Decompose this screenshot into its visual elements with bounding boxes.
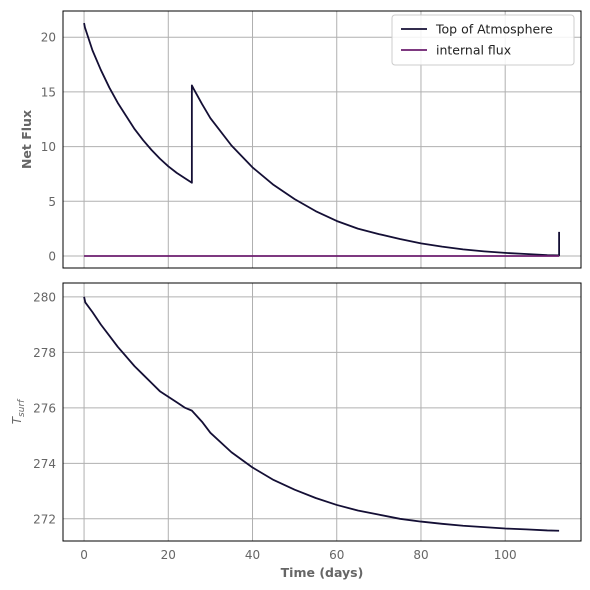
legend-box xyxy=(391,14,575,66)
net-flux-y-tick-label-1: 5 xyxy=(48,195,56,209)
tsurf-axes-frame xyxy=(62,282,582,542)
tsurf-x-tick-label-2: 40 xyxy=(245,548,260,562)
tsurf-series-line-0 xyxy=(83,296,560,532)
tsurf-y-axis-label: Tsurf xyxy=(10,398,27,424)
tsurf-x-tick-label-1: 20 xyxy=(161,548,176,562)
tsurf-y-tick-label-1: 274 xyxy=(33,457,56,471)
net-flux-series-line-0 xyxy=(83,22,560,257)
net-flux-y-axis-label: Net Flux xyxy=(19,110,34,169)
tsurf-y-tick-label-2: 276 xyxy=(33,401,56,415)
tsurf-x-tick-label-4: 80 xyxy=(413,548,428,562)
surface-temperature-panel: 272 274 276 278 280 0 20 40 60 80 100 Time (days) Ts… xyxy=(10,282,582,580)
net-flux-panel: 0 5 10 15 20 Net Flux Top of Atmosphere interna… xyxy=(19,10,582,269)
tsurf-x-tick-label-3: 60 xyxy=(329,548,344,562)
tsurf-x-tick-label-0: 0 xyxy=(80,548,88,562)
tsurf-x-tick-label-5: 100 xyxy=(494,548,517,562)
net-flux-y-tick-label-4: 20 xyxy=(41,31,56,45)
net-flux-y-tick-label-2: 10 xyxy=(41,140,56,154)
tsurf-y-tick-label-4: 280 xyxy=(33,290,56,304)
net-flux-y-tick-label-0: 0 xyxy=(48,249,56,263)
tsurf-y-tick-label-0: 272 xyxy=(33,512,56,526)
tsurf-y-tick-label-3: 278 xyxy=(33,346,56,360)
x-axis-label: Time (days) xyxy=(281,565,364,580)
net-flux-y-tick-label-3: 15 xyxy=(41,85,56,99)
legend-label-0: Top of Atmosphere xyxy=(435,22,553,37)
net-flux-axes-frame xyxy=(62,10,582,269)
legend-label-1: internal flux xyxy=(436,43,511,58)
